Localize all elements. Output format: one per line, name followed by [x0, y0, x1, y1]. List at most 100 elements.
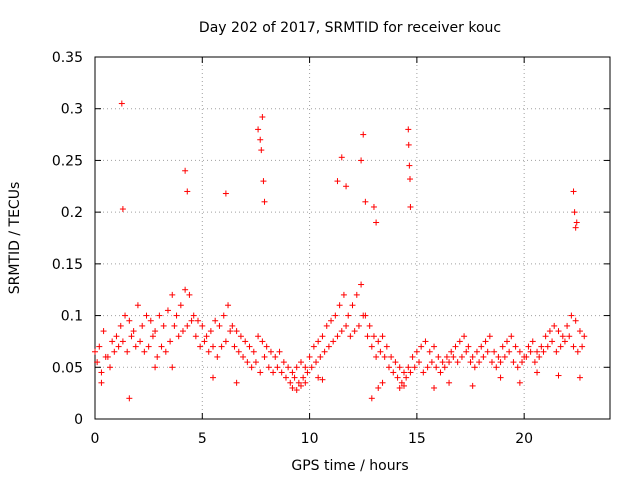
data-point: [182, 167, 189, 174]
data-point: [385, 364, 392, 371]
data-point: [433, 364, 440, 371]
data-point: [92, 348, 98, 355]
data-point: [411, 364, 418, 371]
data-point: [493, 364, 500, 371]
data-point: [516, 348, 523, 355]
data-point: [523, 353, 530, 360]
data-point: [255, 126, 262, 133]
data-point: [422, 338, 429, 345]
data-point: [210, 343, 217, 350]
data-point: [431, 384, 438, 391]
data-point: [222, 338, 229, 345]
data-point: [334, 333, 341, 340]
data-point: [278, 369, 285, 376]
data-point: [199, 322, 206, 329]
data-point: [534, 348, 541, 355]
data-point: [469, 382, 476, 389]
x-tick-label: 10: [301, 431, 319, 447]
data-point: [531, 359, 538, 366]
data-point: [102, 353, 109, 360]
data-point: [375, 384, 382, 391]
data-point: [572, 224, 579, 231]
data-point: [345, 312, 352, 319]
data-point: [319, 376, 326, 383]
y-tick-label: 0.1: [61, 309, 83, 325]
data-point: [156, 312, 163, 319]
data-point: [360, 131, 367, 138]
data-point: [377, 348, 384, 355]
x-axis-label: GPS time / hours: [291, 458, 408, 474]
data-point: [452, 343, 459, 350]
data-point: [274, 364, 281, 371]
data-point: [300, 374, 307, 381]
data-point: [117, 322, 124, 329]
data-point: [169, 291, 176, 298]
data-point: [143, 312, 150, 319]
data-point: [448, 348, 455, 355]
data-point: [257, 136, 264, 143]
data-point: [383, 343, 390, 350]
data-point: [463, 348, 470, 355]
y-axis-label: SRMTID / TECUs: [7, 182, 23, 295]
data-point: [317, 353, 324, 360]
data-point: [282, 374, 289, 381]
data-point: [370, 333, 377, 340]
data-point: [313, 359, 320, 366]
data-point: [497, 359, 504, 366]
data-point: [321, 348, 328, 355]
data-point: [407, 369, 414, 376]
data-point: [512, 343, 519, 350]
data-point: [379, 379, 386, 386]
data-point: [546, 328, 553, 335]
data-point: [293, 387, 300, 394]
data-point: [218, 343, 225, 350]
data-point: [443, 353, 450, 360]
data-point: [499, 343, 506, 350]
data-point: [375, 338, 382, 345]
data-point: [446, 359, 453, 366]
data-point: [390, 369, 397, 376]
data-point: [233, 328, 240, 335]
data-point: [233, 379, 240, 386]
data-point: [167, 338, 174, 345]
data-point: [508, 333, 515, 340]
data-point: [154, 353, 161, 360]
data-point: [529, 338, 536, 345]
data-point: [373, 219, 380, 226]
data-point: [510, 359, 517, 366]
data-point: [139, 322, 146, 329]
data-point: [272, 353, 279, 360]
data-point: [394, 374, 401, 381]
data-point: [368, 395, 375, 402]
data-point: [137, 338, 144, 345]
data-point: [164, 307, 171, 314]
y-tick-label: 0: [74, 412, 83, 428]
y-tick-label: 0.35: [52, 50, 83, 66]
data-point: [265, 364, 272, 371]
data-point: [293, 364, 300, 371]
data-point: [175, 333, 182, 340]
data-point: [158, 343, 165, 350]
y-tick-label: 0.3: [61, 102, 83, 118]
data-point: [304, 369, 311, 376]
data-point: [332, 312, 339, 319]
data-point: [298, 382, 304, 389]
data-point: [240, 353, 247, 360]
data-point: [370, 203, 377, 210]
data-point: [343, 322, 350, 329]
data-point: [519, 359, 526, 366]
data-point: [184, 322, 191, 329]
data-point: [572, 317, 579, 324]
data-point: [428, 359, 435, 366]
data-point: [407, 203, 414, 210]
data-point: [454, 359, 461, 366]
x-tick-label: 0: [91, 431, 100, 447]
data-point: [310, 343, 317, 350]
data-point: [302, 379, 309, 386]
data-point: [237, 333, 244, 340]
data-point: [561, 338, 568, 345]
data-point: [571, 209, 578, 216]
data-point: [358, 157, 365, 164]
data-point: [235, 348, 242, 355]
data-point: [124, 348, 131, 355]
